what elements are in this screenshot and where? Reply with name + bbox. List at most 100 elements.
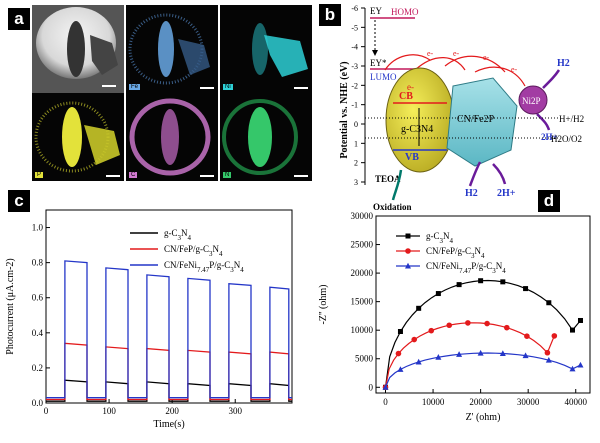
legend-marker bbox=[405, 233, 411, 239]
axis-tick-label: -4 bbox=[351, 43, 358, 52]
ey-star-label: EY* bbox=[370, 58, 387, 68]
y-tick-label: 30000 bbox=[351, 211, 374, 221]
oxidation-label: Oxidation bbox=[373, 202, 412, 212]
legend-marker bbox=[405, 262, 411, 269]
x-axis-label: Z' (ohm) bbox=[466, 412, 501, 423]
y-tick-label: 5000 bbox=[355, 354, 374, 364]
x-tick-label: 20000 bbox=[469, 397, 492, 407]
axis-label: Potential vs. NHE (eV) bbox=[339, 61, 350, 158]
x-tick-label: 300 bbox=[228, 406, 242, 416]
y-axis-label: Photocurrent (μA.cm-2) bbox=[5, 258, 16, 354]
g-c3n4-label: g-C3N4 bbox=[401, 124, 433, 135]
tem-image bbox=[32, 5, 124, 93]
axis-tick-label: 1 bbox=[354, 139, 358, 148]
eis-nyquist-chart: 0 5000 10000 15000 20000 25000 30000 0 10000 2000… bbox=[318, 211, 591, 423]
y-tick-label: 0.4 bbox=[32, 328, 44, 338]
scale-bar bbox=[294, 87, 308, 89]
panel-letter-d: d bbox=[538, 190, 560, 212]
electron-label: e- bbox=[453, 49, 460, 58]
y-tick-label: 25000 bbox=[351, 240, 374, 250]
axis-tick-label: 3 bbox=[354, 178, 358, 187]
series-line-cn-feni7-47p-g-c3n4 bbox=[384, 352, 581, 388]
homo-label: HOMO bbox=[391, 7, 419, 17]
legend-entry: g-C3N4 bbox=[426, 231, 454, 245]
cn-fe2p-particle bbox=[446, 77, 518, 167]
data-point-g-c3n4 bbox=[416, 305, 422, 311]
data-point-cn-feni7-47p-g-c3n4 bbox=[545, 356, 552, 363]
plot-frame bbox=[375, 215, 591, 394]
h-plus-label: 2H+ bbox=[541, 132, 558, 142]
x-tick-label: 30000 bbox=[517, 397, 540, 407]
tile-label-ni: Ni bbox=[223, 84, 233, 90]
c-distribution bbox=[129, 98, 211, 176]
panel-c: 0.0 0.2 0.4 0.6 0.8 1.0 0 100 200 300 Time(s) Photo… bbox=[0, 188, 300, 438]
data-point-cn-fep-g-c3n4 bbox=[551, 333, 558, 339]
data-point-cn-fep-g-c3n4 bbox=[544, 349, 551, 356]
x-tick-label: 100 bbox=[102, 406, 116, 416]
series-line-cn-feni7-47p-g-c3n4 bbox=[46, 260, 292, 399]
series-line-cn-fep-g-c3n4 bbox=[46, 342, 292, 401]
g-c3n4-particle bbox=[385, 67, 455, 173]
electron-path bbox=[474, 66, 526, 87]
data-point-cn-feni7-47p-g-c3n4 bbox=[456, 351, 463, 357]
x-tick-label: 0 bbox=[44, 406, 49, 416]
cn-fe2p-label: CN/Fe2P bbox=[457, 114, 495, 125]
data-point-cn-fep-g-c3n4 bbox=[428, 327, 435, 334]
series-line-g-c3n4 bbox=[384, 279, 581, 388]
data-point-g-c3n4 bbox=[577, 317, 583, 323]
y-tick-label: 1.0 bbox=[32, 223, 44, 233]
arrow-head bbox=[372, 50, 378, 56]
electron-label: e- bbox=[483, 53, 490, 62]
data-point-cn-fep-g-c3n4 bbox=[395, 350, 402, 357]
scale-bar bbox=[106, 175, 120, 177]
electron-path bbox=[414, 57, 466, 71]
scale-bar bbox=[294, 175, 308, 177]
panel-letter-a: a bbox=[8, 8, 30, 30]
data-point-cn-fep-g-c3n4 bbox=[411, 336, 418, 343]
panel-a: Fe Ni P C N a bbox=[0, 0, 312, 182]
proton-bottom-arrow bbox=[492, 163, 507, 185]
electron-label: e- bbox=[407, 82, 414, 92]
y-tick-label: 0.6 bbox=[32, 293, 44, 303]
oxidation-arrow bbox=[391, 169, 403, 201]
tile-label-fe: Fe bbox=[129, 84, 141, 90]
data-point-g-c3n4 bbox=[546, 300, 552, 306]
teoa-label: TEOA bbox=[375, 174, 401, 184]
data-point-g-c3n4 bbox=[500, 279, 506, 285]
y-axis-label: -Z'' (ohm) bbox=[318, 285, 329, 325]
electron-path bbox=[384, 54, 431, 71]
electron-path bbox=[444, 55, 506, 73]
data-point-cn-feni7-47p-g-c3n4 bbox=[397, 366, 404, 372]
photocurrent-chart: 0.0 0.2 0.4 0.6 0.8 1.0 0 100 200 300 Time(s) Photo… bbox=[5, 209, 293, 430]
axis-tick-label: -2 bbox=[351, 81, 358, 90]
data-point-g-c3n4 bbox=[523, 286, 529, 292]
cb-label: CB bbox=[399, 91, 413, 102]
data-point-cn-feni7-47p-g-c3n4 bbox=[569, 365, 576, 372]
eds-map-n: N bbox=[220, 93, 312, 181]
axis-tick-label: -3 bbox=[351, 62, 358, 71]
plot-frame bbox=[45, 209, 293, 404]
axis-tick-label: -5 bbox=[351, 23, 358, 32]
data-point-cn-feni7-47p-g-c3n4 bbox=[499, 350, 506, 356]
data-point-cn-feni7-47p-g-c3n4 bbox=[435, 354, 442, 360]
eds-map-fe: Fe bbox=[126, 5, 218, 93]
y-tick-label: 0.2 bbox=[32, 363, 43, 373]
data-point-cn-feni7-47p-g-c3n4 bbox=[577, 361, 584, 368]
fe-distribution bbox=[128, 13, 210, 85]
axis-tick-label: 0 bbox=[354, 120, 358, 129]
y-tick-label: 0 bbox=[369, 382, 374, 392]
h-h2-label: H+/H2 bbox=[559, 114, 584, 124]
h-plus-label-bottom: 2H+ bbox=[497, 188, 516, 199]
series-line-cn-fep-g-c3n4 bbox=[384, 322, 555, 388]
data-point-g-c3n4 bbox=[435, 291, 441, 297]
lumo-label: LUMO bbox=[370, 72, 397, 82]
x-tick-label: 0 bbox=[383, 397, 388, 407]
scale-bar bbox=[200, 87, 214, 89]
data-point-g-c3n4 bbox=[456, 282, 462, 288]
panel-b: -6 -5 -4 -3 -2 -1 0 1 2 3 Potential vs. NHE (eV) … bbox=[315, 0, 600, 215]
panel-letter-b: b bbox=[319, 4, 341, 26]
y-tick-label: 10000 bbox=[351, 325, 374, 335]
h2-label-bottom: H2 bbox=[465, 188, 478, 199]
data-point-cn-feni7-47p-g-c3n4 bbox=[477, 349, 484, 356]
